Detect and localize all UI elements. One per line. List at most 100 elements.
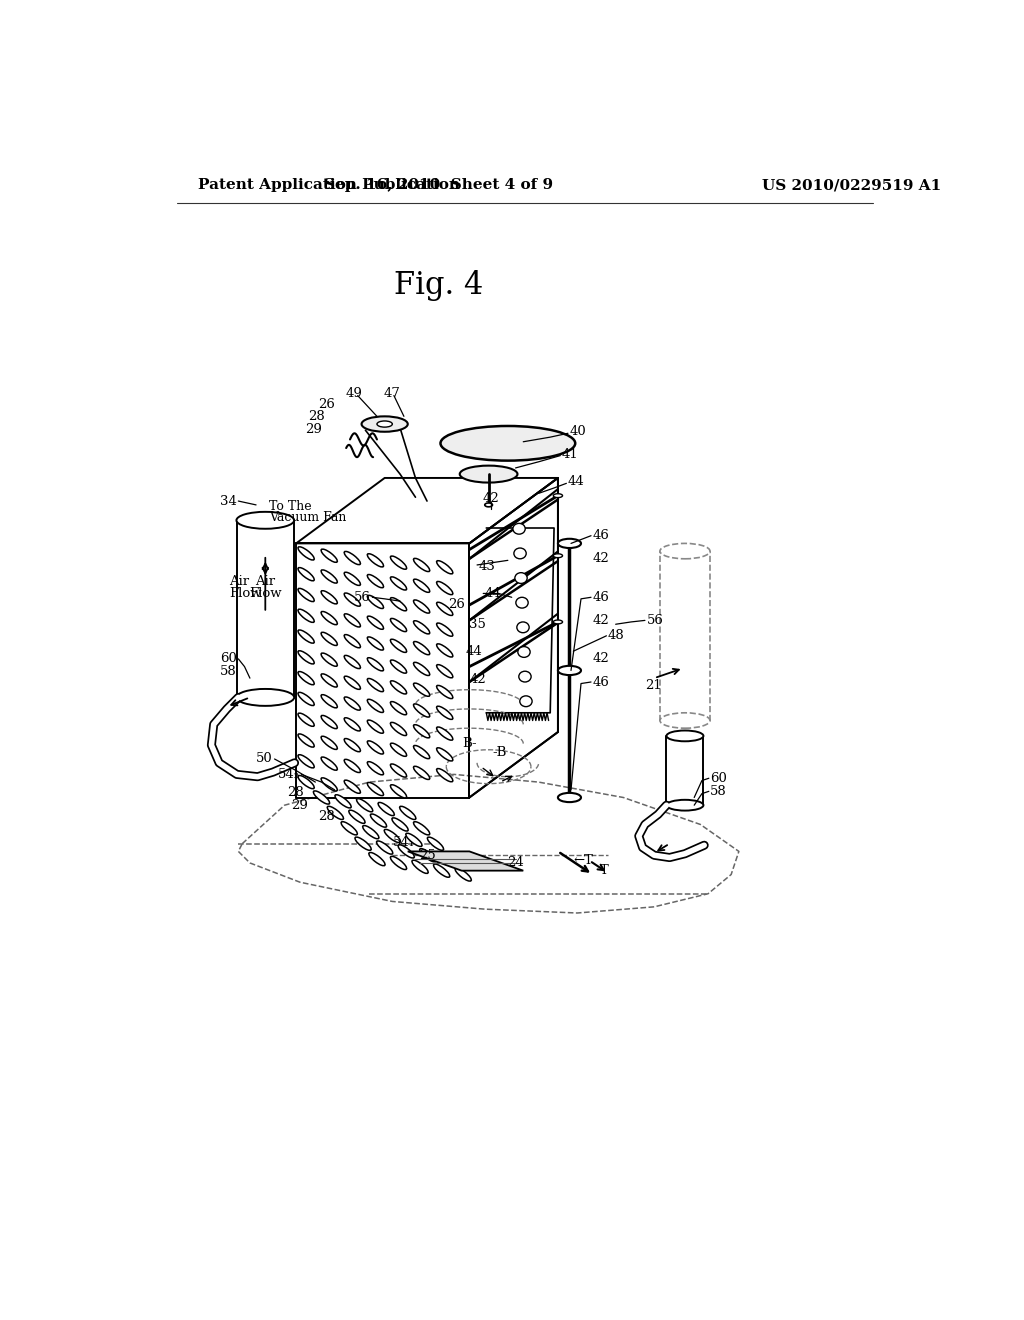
Ellipse shape: [298, 630, 314, 643]
Text: 42: 42: [593, 652, 609, 665]
Text: Patent Application Publication: Patent Application Publication: [199, 178, 461, 193]
Ellipse shape: [298, 734, 314, 747]
Ellipse shape: [440, 426, 575, 461]
Ellipse shape: [414, 663, 430, 676]
Ellipse shape: [398, 845, 415, 858]
Ellipse shape: [322, 737, 337, 750]
Ellipse shape: [298, 755, 314, 768]
Ellipse shape: [436, 602, 453, 615]
Ellipse shape: [355, 837, 372, 850]
Ellipse shape: [436, 561, 453, 574]
Ellipse shape: [344, 780, 360, 793]
Ellipse shape: [553, 620, 562, 624]
Ellipse shape: [378, 803, 394, 816]
Ellipse shape: [513, 523, 525, 535]
Ellipse shape: [298, 692, 314, 706]
Text: 50: 50: [256, 752, 273, 766]
Ellipse shape: [298, 713, 314, 726]
Ellipse shape: [368, 783, 384, 796]
Ellipse shape: [344, 614, 360, 627]
Ellipse shape: [558, 793, 581, 803]
Ellipse shape: [436, 644, 453, 657]
Ellipse shape: [313, 791, 330, 804]
Ellipse shape: [237, 689, 294, 706]
Text: 54₂: 54₂: [278, 768, 300, 781]
Ellipse shape: [298, 651, 314, 664]
Ellipse shape: [390, 764, 407, 777]
Ellipse shape: [520, 696, 532, 706]
Ellipse shape: [322, 570, 337, 583]
Ellipse shape: [514, 548, 526, 558]
Ellipse shape: [659, 713, 710, 729]
Text: T: T: [600, 865, 609, 878]
Text: Fig. 4: Fig. 4: [394, 271, 483, 301]
Ellipse shape: [390, 660, 407, 673]
Ellipse shape: [516, 597, 528, 609]
Ellipse shape: [344, 572, 360, 586]
Text: 29: 29: [305, 422, 322, 436]
Ellipse shape: [349, 810, 365, 824]
Text: B-: B-: [463, 737, 477, 750]
Text: 28: 28: [317, 810, 335, 824]
Text: Air: Air: [229, 576, 249, 589]
Text: 21: 21: [645, 680, 662, 693]
Ellipse shape: [399, 807, 416, 820]
Ellipse shape: [390, 722, 407, 735]
Ellipse shape: [659, 544, 710, 558]
Ellipse shape: [441, 853, 458, 866]
Ellipse shape: [414, 746, 430, 759]
Ellipse shape: [322, 632, 337, 645]
Ellipse shape: [392, 818, 409, 832]
Text: 58: 58: [220, 665, 237, 678]
Ellipse shape: [390, 681, 407, 694]
Text: 28: 28: [308, 409, 326, 422]
Text: 44: 44: [466, 644, 482, 657]
Ellipse shape: [455, 867, 471, 882]
Ellipse shape: [322, 715, 337, 729]
Ellipse shape: [322, 673, 337, 688]
Text: 60: 60: [220, 652, 237, 665]
Ellipse shape: [344, 552, 360, 565]
Ellipse shape: [368, 762, 384, 775]
Ellipse shape: [414, 725, 430, 738]
Ellipse shape: [414, 821, 430, 836]
Ellipse shape: [414, 579, 430, 593]
Text: 44: 44: [568, 475, 585, 488]
Text: 54₁: 54₁: [393, 836, 415, 849]
Ellipse shape: [298, 546, 314, 560]
Ellipse shape: [515, 573, 527, 583]
Ellipse shape: [484, 503, 493, 507]
Ellipse shape: [322, 756, 337, 771]
Text: Flow: Flow: [229, 587, 262, 601]
Ellipse shape: [298, 609, 314, 623]
Ellipse shape: [368, 636, 384, 651]
Ellipse shape: [298, 672, 314, 685]
Text: 60: 60: [711, 772, 727, 785]
Ellipse shape: [414, 704, 430, 717]
Ellipse shape: [344, 676, 360, 689]
Ellipse shape: [433, 865, 450, 878]
Text: 58: 58: [711, 785, 727, 797]
Text: 56: 56: [354, 591, 371, 603]
Ellipse shape: [377, 841, 393, 854]
Ellipse shape: [344, 635, 360, 648]
Text: 24: 24: [507, 857, 524, 870]
Ellipse shape: [390, 784, 407, 799]
Text: 35: 35: [469, 618, 486, 631]
Ellipse shape: [369, 853, 385, 866]
Ellipse shape: [298, 775, 314, 789]
Text: 44: 44: [484, 587, 502, 601]
Text: 42: 42: [593, 614, 609, 627]
Ellipse shape: [298, 568, 314, 581]
Ellipse shape: [335, 795, 351, 808]
Ellipse shape: [517, 622, 529, 632]
Ellipse shape: [427, 837, 443, 850]
Ellipse shape: [436, 664, 453, 678]
Ellipse shape: [414, 642, 430, 655]
Text: 46: 46: [593, 676, 609, 689]
Ellipse shape: [322, 694, 337, 708]
Text: US 2010/0229519 A1: US 2010/0229519 A1: [762, 178, 941, 193]
Text: 46: 46: [593, 529, 609, 543]
Text: Flow: Flow: [249, 587, 282, 601]
Ellipse shape: [344, 593, 360, 606]
